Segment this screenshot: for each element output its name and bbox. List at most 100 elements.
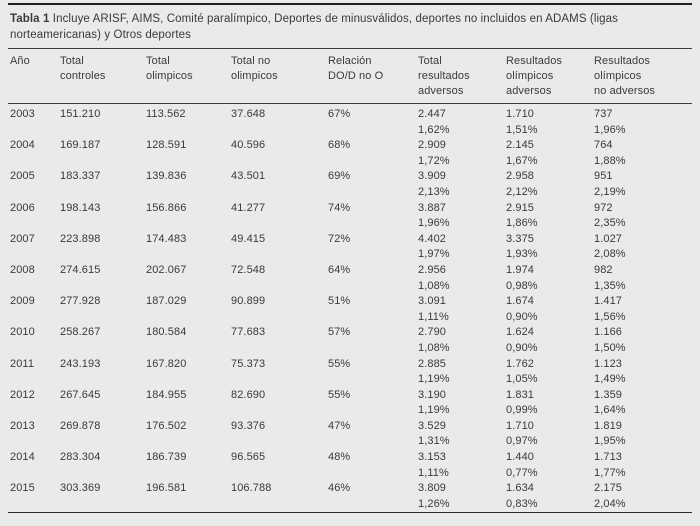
cell-relacion-dod-no-o: 74% [328, 201, 418, 232]
cell-year: 2005 [8, 169, 60, 200]
cell-value: 186.739 [146, 451, 187, 464]
cell-total-controles: 151.210 [60, 104, 146, 139]
cell-year: 2004 [8, 138, 60, 169]
table-caption-label: Tabla 1 [10, 13, 50, 25]
cell-total-resultados-adversos: 4.402 1,97% [418, 232, 506, 263]
cell-percentage: 1,11% [418, 466, 449, 479]
cell-value: 3.529 [418, 419, 447, 432]
cell-total-controles: 274.615 [60, 263, 146, 294]
cell-percentage: 1,64% [594, 404, 626, 417]
cell-year: 2010 [8, 325, 60, 356]
cell-value: 202.067 [146, 263, 187, 276]
cell-value: 196.581 [146, 482, 187, 495]
cell-value: 2.175 [594, 482, 623, 495]
col-header-total-olimpicos: Total olimpicos [146, 48, 231, 104]
cell-value: 167.820 [146, 357, 187, 370]
cell-year: 2009 [8, 294, 60, 325]
cell-total-olimpicos: 196.581 [146, 481, 231, 512]
cell-value: 75.373 [231, 357, 266, 370]
cell-total-olimpicos: 184.955 [146, 388, 231, 419]
cell-value: 2004 [10, 139, 35, 152]
cell-value: 269.878 [60, 419, 101, 432]
table-row: 2011 243.193 167.820 75.373 55% 2.885 1,19% 1.7… [8, 357, 692, 388]
cell-total-resultados-adversos: 3.153 1,11% [418, 450, 506, 481]
cell-year: 2014 [8, 450, 60, 481]
cell-relacion-dod-no-o: 55% [328, 388, 418, 419]
cell-relacion-dod-no-o: 46% [328, 481, 418, 512]
cell-resultados-olimpicos-adversos: 3.375 1,93% [506, 232, 594, 263]
cell-resultados-olimpicos-adversos: 2.915 1,86% [506, 201, 594, 232]
cell-percentage: 1,49% [594, 373, 626, 386]
cell-total-no-olimpicos: 96.565 [231, 450, 328, 481]
cell-value: 764 [594, 139, 613, 152]
cell-total-controles: 303.369 [60, 481, 146, 512]
cell-total-no-olimpicos: 106.788 [231, 481, 328, 512]
cell-total-controles: 277.928 [60, 294, 146, 325]
cell-total-no-olimpicos: 90.899 [231, 294, 328, 325]
cell-percentage: 2,04% [594, 497, 626, 510]
cell-value: 37.648 [231, 108, 266, 120]
cell-total-olimpicos: 167.820 [146, 357, 231, 388]
cell-value: 55% [328, 357, 351, 370]
cell-resultados-olimpicos-adversos: 1.624 0,90% [506, 325, 594, 356]
cell-value: 1.710 [506, 108, 535, 120]
cell-resultados-olimpicos-no-adversos: 2.175 2,04% [594, 481, 692, 512]
cell-total-no-olimpicos: 49.415 [231, 232, 328, 263]
cell-value: 55% [328, 388, 351, 401]
cell-resultados-olimpicos-no-adversos: 1.123 1,49% [594, 357, 692, 388]
cell-total-olimpicos: 156.866 [146, 201, 231, 232]
cell-value: 1.359 [594, 388, 623, 401]
cell-year: 2015 [8, 481, 60, 512]
cell-relacion-dod-no-o: 72% [328, 232, 418, 263]
cell-value: 972 [594, 201, 613, 214]
cell-resultados-olimpicos-adversos: 2.958 2,12% [506, 169, 594, 200]
cell-total-resultados-adversos: 2.885 1,19% [418, 357, 506, 388]
cell-percentage: 0,90% [506, 310, 538, 323]
cell-value: 113.562 [146, 108, 186, 120]
cell-value: 1.762 [506, 357, 535, 370]
cell-value: 2009 [10, 295, 35, 308]
cell-value: 43.501 [231, 170, 266, 183]
cell-value: 4.402 [418, 232, 447, 245]
cell-total-no-olimpicos: 93.376 [231, 419, 328, 450]
cell-value: 277.928 [60, 295, 101, 308]
cell-value: 1.166 [594, 326, 623, 339]
cell-value: 151.210 [60, 108, 101, 120]
cell-year: 2008 [8, 263, 60, 294]
cell-total-controles: 269.878 [60, 419, 146, 450]
cell-total-controles: 243.193 [60, 357, 146, 388]
cell-value: 2008 [10, 263, 35, 276]
cell-value: 184.955 [146, 388, 187, 401]
table-row: 2005 183.337 139.836 43.501 69% 3.909 2,13% 2.9… [8, 169, 692, 200]
cell-total-no-olimpicos: 75.373 [231, 357, 328, 388]
cell-total-resultados-adversos: 3.190 1,19% [418, 388, 506, 419]
cell-value: 2010 [10, 326, 35, 339]
cell-percentage: 0,97% [506, 435, 538, 448]
col-header-ano: Año [8, 48, 60, 104]
cell-percentage: 0,90% [506, 341, 538, 354]
cell-value: 74% [328, 201, 351, 214]
cell-percentage: 0,98% [506, 279, 538, 292]
table-row: 2010 258.267 180.584 77.683 57% 2.790 1,08% 1.6… [8, 325, 692, 356]
cell-percentage: 2,13% [418, 185, 450, 198]
cell-value: 283.304 [60, 451, 101, 464]
table-row: 2003 151.210 113.562 37.648 67% 2.447 1,62% 1.7… [8, 104, 692, 139]
cell-total-no-olimpicos: 77.683 [231, 325, 328, 356]
cell-value: 3.153 [418, 451, 447, 464]
cell-value: 2011 [10, 357, 35, 370]
cell-value: 982 [594, 263, 613, 276]
cell-total-resultados-adversos: 3.529 1,31% [418, 419, 506, 450]
cell-total-resultados-adversos: 3.887 1,96% [418, 201, 506, 232]
cell-value: 93.376 [231, 419, 266, 432]
cell-value: 77.683 [231, 326, 266, 339]
cell-resultados-olimpicos-no-adversos: 737 1,96% [594, 104, 692, 139]
cell-percentage: 1,35% [594, 279, 626, 292]
col-header-total-resultados-adversos: Total resultados adversos [418, 48, 506, 104]
cell-year: 2006 [8, 201, 60, 232]
cell-total-controles: 198.143 [60, 201, 146, 232]
cell-value: 72% [328, 232, 351, 245]
cell-total-no-olimpicos: 82.690 [231, 388, 328, 419]
cell-value: 139.836 [146, 170, 187, 183]
cell-value: 68% [328, 139, 351, 152]
